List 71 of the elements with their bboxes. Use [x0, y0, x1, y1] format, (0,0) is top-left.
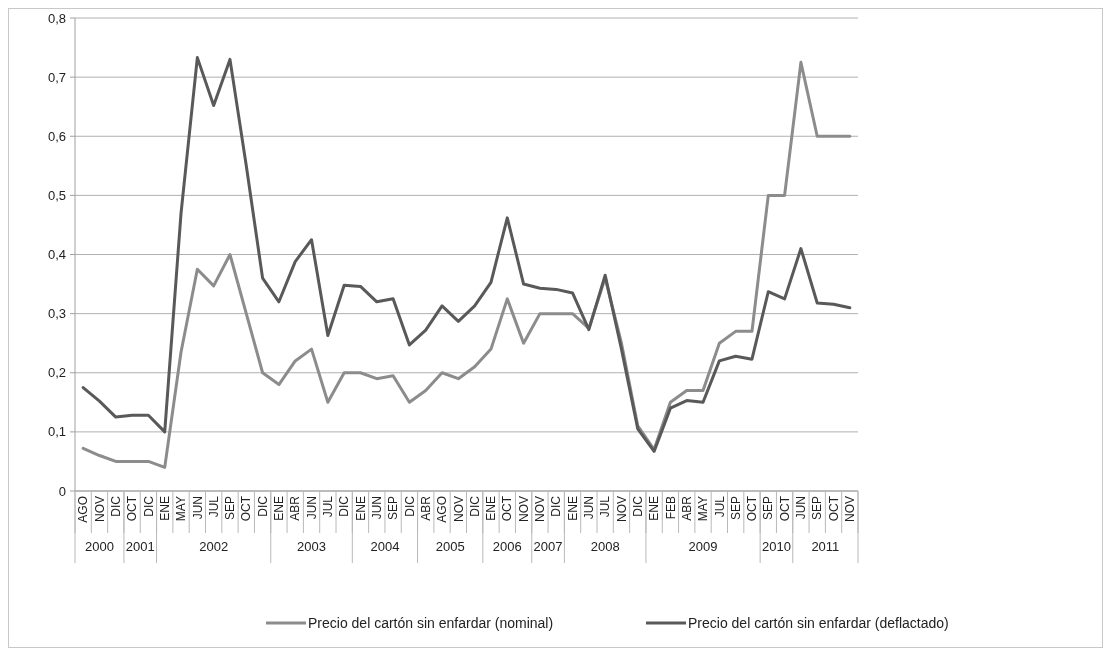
text: 2009 [688, 539, 718, 554]
x-tick-label: OCT [500, 495, 515, 522]
x-tick-label: JUL [598, 495, 613, 518]
x-tick-label: OCT [826, 495, 841, 522]
x-tick-label: ENE [353, 496, 368, 521]
x-tick-label: AGO [435, 496, 450, 523]
x-tick-label: FEB [663, 496, 678, 520]
x-tick-label: DIC [141, 495, 156, 517]
x-tick-label: OCT [125, 495, 140, 522]
x-tick-label: DIC [337, 495, 352, 517]
x-tick-label: AGO [76, 496, 91, 523]
x-tick-label: DIC [108, 495, 123, 517]
legend-label: Precio del cartón sin enfardar (deflactado) [688, 614, 949, 631]
x-tick-label: DIC [402, 495, 417, 517]
x-tick-label: NOV [843, 496, 858, 523]
x-tick-label: OCT [239, 495, 254, 522]
text: 2002 [199, 539, 229, 554]
x-tick-label: ENE [272, 496, 287, 521]
x-tick-label: NOV [614, 496, 629, 523]
text: 2007 [533, 539, 563, 554]
x-tick-label: DIC [549, 495, 564, 517]
x-tick-label: JUN [794, 496, 809, 520]
y-tick-label: 0,8 [47, 10, 66, 26]
x-tick-label: SEP [223, 496, 238, 521]
text: 2005 [435, 539, 465, 554]
x-tick-label: ABR [418, 495, 433, 521]
text: 2001 [125, 539, 155, 554]
text: 2008 [590, 539, 620, 554]
x-tick-label: DIC [255, 495, 270, 517]
x-tick-label: NOV [533, 496, 548, 523]
x-tick-label: MAY [696, 496, 711, 522]
x-tick-label: ENE [484, 496, 499, 521]
x-tick-label: NOV [451, 496, 466, 523]
y-tick-label: 0,1 [47, 424, 66, 440]
text: 2004 [370, 539, 400, 554]
x-tick-label: ABR [679, 495, 694, 521]
x-tick-label: DIC [467, 495, 482, 517]
x-tick-label: OCT [745, 495, 760, 522]
text: 2003 [297, 539, 326, 554]
y-tick-label: 0,3 [47, 306, 66, 322]
y-tick-label: 0,5 [47, 187, 66, 203]
x-tick-label: MAY [174, 496, 189, 522]
x-tick-label: JUN [190, 496, 205, 520]
x-tick-label: ENE [157, 496, 172, 521]
x-tick-label: NOV [92, 496, 107, 523]
x-tick-label: JUN [369, 496, 384, 520]
x-tick-label: ENE [647, 496, 662, 521]
x-tick-label: JUL [321, 495, 336, 518]
x-tick-label: JUL [206, 495, 221, 518]
text: 2000 [85, 539, 114, 554]
x-tick-label: JUN [582, 496, 597, 520]
x-tick-label: DIC [630, 495, 645, 517]
x-tick-label: SEP [810, 496, 825, 521]
x-tick-label: SEP [386, 496, 401, 521]
text: 2011 [811, 539, 840, 554]
y-tick-label: 0,6 [47, 128, 66, 144]
y-tick-label: 0 [58, 483, 66, 499]
x-tick-label: JUN [304, 496, 319, 520]
x-tick-label: SEP [728, 496, 743, 521]
text: 2006 [492, 539, 522, 554]
y-tick-label: 0,2 [47, 365, 66, 381]
legend-label: Precio del cartón sin enfardar (nominal) [308, 614, 554, 631]
x-tick-label: NOV [516, 496, 531, 523]
x-tick-label: ENE [565, 496, 580, 521]
x-tick-label: ABR [288, 495, 303, 521]
x-tick-label: OCT [777, 495, 792, 522]
x-tick-label: SEP [761, 496, 776, 521]
x-tick-label: JUL [712, 495, 727, 518]
y-tick-label: 0,4 [47, 247, 66, 263]
y-tick-label: 0,7 [47, 69, 66, 85]
text: 2010 [761, 539, 791, 554]
